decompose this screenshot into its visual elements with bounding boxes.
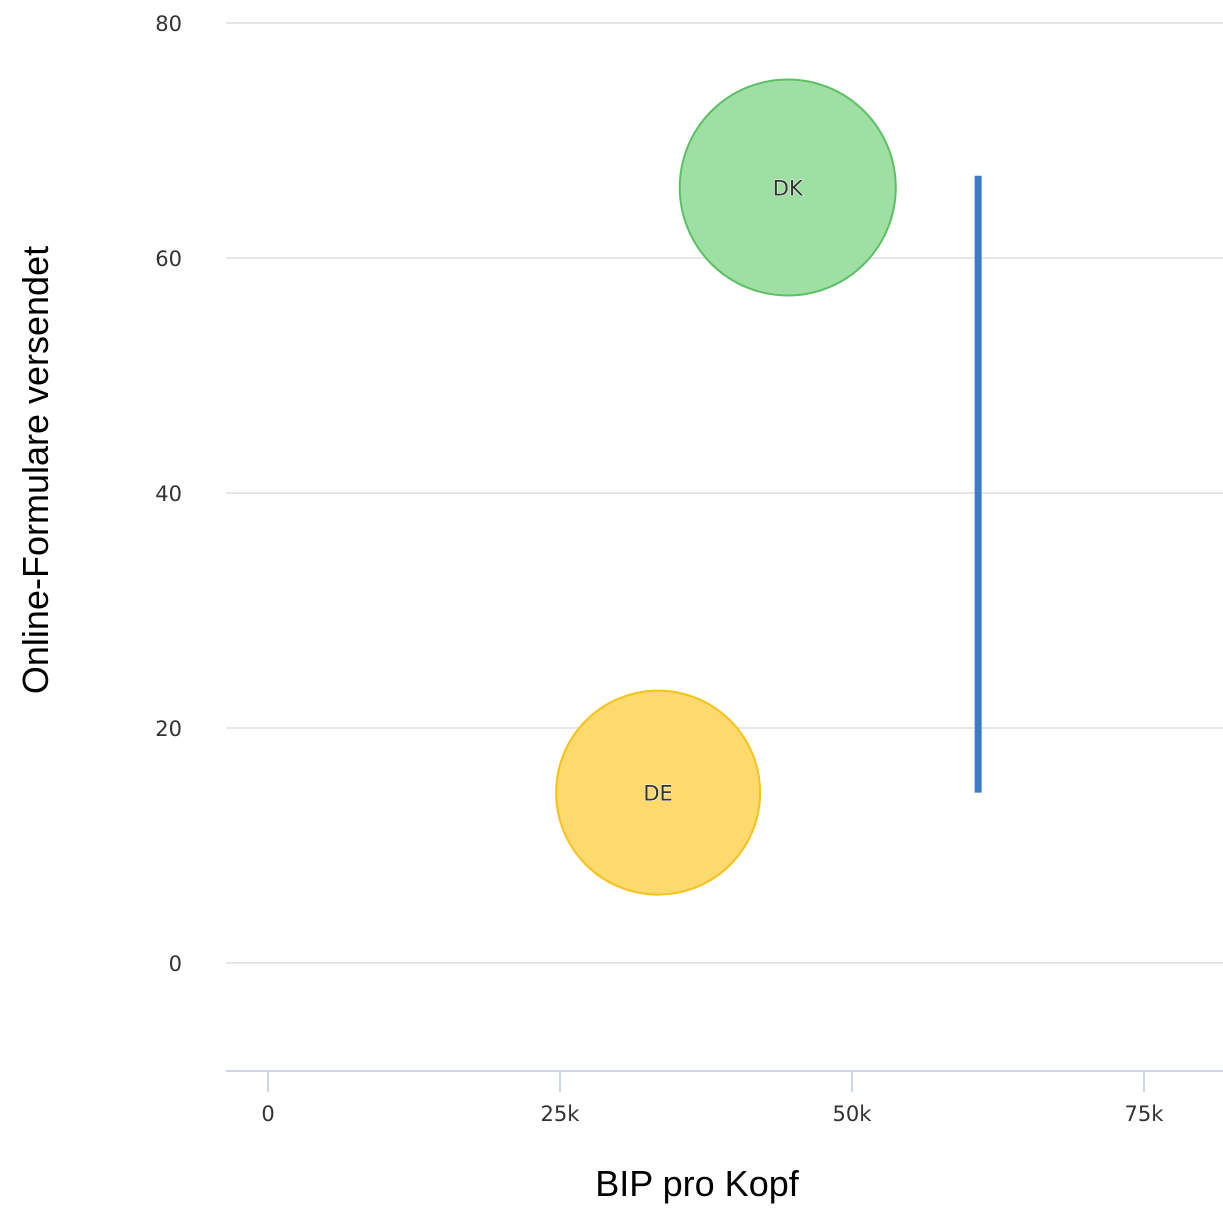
x-tick-label: 0 (261, 1102, 274, 1126)
y-tick-label: 0 (169, 952, 182, 976)
x-tick-label: 75k (1125, 1102, 1165, 1126)
x-axis: 0 25k 50k 75k (226, 1070, 1223, 1126)
y-tick-label: 40 (155, 482, 182, 506)
x-tick-label: 25k (541, 1102, 581, 1126)
bubble-label: DE (643, 782, 672, 806)
y-tick-label: 20 (155, 717, 182, 741)
grid-lines (226, 22, 1223, 964)
x-axis-title: BIP pro Kopf (595, 1163, 799, 1204)
y-tick-label: 80 (155, 12, 182, 36)
y-axis-title: Online-Formulare versendet (15, 246, 56, 694)
plot-marks: DE DK (555, 78, 982, 896)
y-tick-label: 60 (155, 247, 182, 271)
y-axis: 0 20 40 60 80 (155, 12, 182, 976)
bubble-de (555, 689, 762, 896)
x-tick-label: 50k (833, 1102, 873, 1126)
bubble-label: DK (773, 177, 804, 201)
bubble-dk (678, 78, 897, 297)
